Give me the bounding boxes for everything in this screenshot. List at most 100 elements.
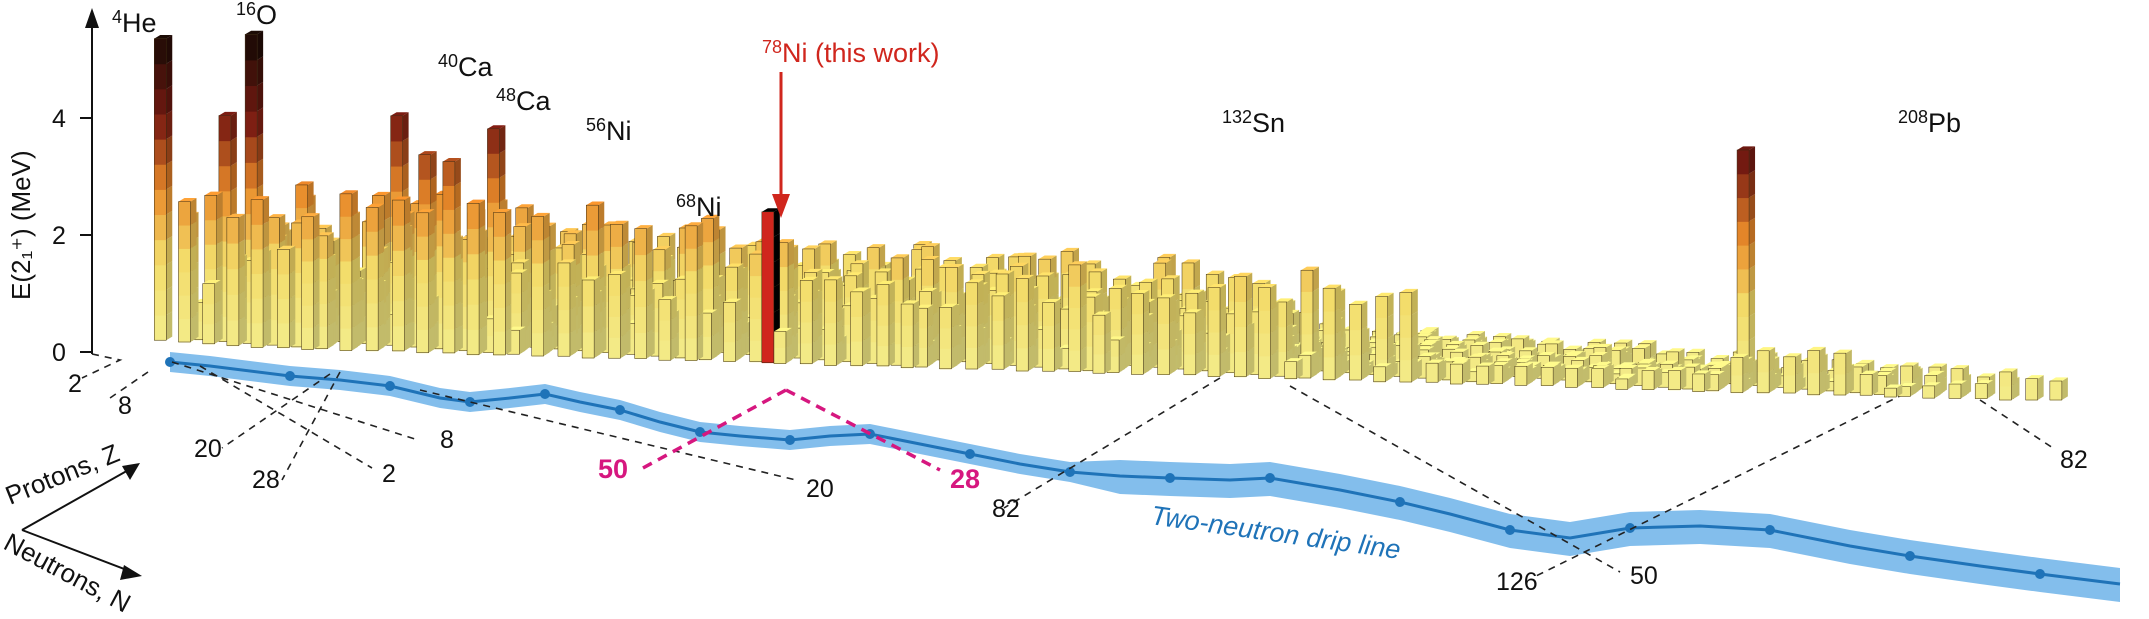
bar-top [1704, 361, 1723, 366]
bar-top [1850, 363, 1869, 367]
bar-top [1975, 380, 1994, 384]
bar-face [1951, 368, 1963, 384]
bar-outline [1641, 370, 1655, 390]
bar-face [1258, 287, 1271, 311]
bar-outline [1450, 363, 1463, 385]
bar-top [945, 263, 964, 268]
bar-side [1195, 309, 1202, 334]
bar-side [1749, 241, 1756, 269]
bar-side [1151, 278, 1158, 304]
bar [1373, 363, 1392, 383]
bar-side [1749, 193, 1756, 222]
bar-top [1131, 290, 1150, 294]
bar-top [1036, 272, 1055, 276]
bar [1565, 364, 1584, 388]
bar-side [1169, 319, 1176, 349]
bar-top [1928, 363, 1947, 368]
bar-face [965, 325, 978, 348]
bar-face [1109, 288, 1122, 310]
bar-side [1361, 325, 1368, 355]
bar [1692, 370, 1711, 392]
bar-side [1246, 348, 1253, 377]
bar-side [1143, 290, 1150, 314]
bar-top [1089, 268, 1108, 272]
bar-face [1349, 329, 1362, 356]
bar-top [818, 240, 837, 244]
bar-top [1880, 364, 1899, 368]
bar-outline [1591, 368, 1604, 388]
bar-face [1183, 333, 1196, 355]
bar-top [1924, 371, 1943, 376]
bar-side [1650, 340, 1657, 358]
bar-face [1737, 268, 1750, 294]
bar-side [1627, 375, 1634, 390]
magic-guide [1531, 387, 1917, 579]
bar [1514, 362, 1533, 386]
bar-side [1411, 356, 1418, 382]
bar-top [1513, 358, 1532, 363]
bar-top [1680, 356, 1699, 360]
bar-side [1121, 305, 1128, 330]
bar-side [1718, 370, 1725, 391]
bar-top [1615, 375, 1634, 379]
bar-face [1825, 381, 1838, 392]
bar [1131, 290, 1150, 375]
bar [1948, 380, 1967, 399]
bar-top [1258, 283, 1277, 288]
bar-side [1912, 362, 1919, 381]
bar-face [1185, 293, 1198, 314]
bar-side [1577, 364, 1584, 388]
bar-top [1183, 309, 1202, 313]
bar-top [802, 245, 821, 249]
drip-point [615, 405, 625, 415]
bar-side [951, 324, 958, 349]
bar-top [1284, 358, 1303, 362]
bar-top [1686, 348, 1705, 353]
bar-outline [1783, 356, 1796, 394]
bar-side [977, 300, 984, 326]
bar-outline [1284, 361, 1297, 379]
bar-side [1312, 309, 1319, 334]
bar-face [939, 348, 952, 370]
bar-top [1496, 352, 1515, 356]
bar-outline [1131, 293, 1144, 375]
bar-top [1807, 346, 1826, 351]
drip-point [1905, 551, 1915, 561]
drip-point [1165, 473, 1175, 483]
bar-face [1092, 353, 1105, 374]
bar-side [1054, 299, 1061, 326]
bar [1884, 384, 1903, 398]
bar-top [1708, 364, 1727, 369]
bar-top [1636, 360, 1655, 365]
bar-side [1335, 353, 1342, 380]
bar-side [1704, 370, 1711, 392]
bar-face [1258, 310, 1271, 334]
bar-top [1185, 289, 1204, 294]
bar-face [1399, 337, 1412, 361]
bar-top [1426, 359, 1445, 364]
bar-outline [1373, 366, 1386, 383]
bar-face [1183, 354, 1196, 376]
bar [1736, 146, 1756, 389]
bar-side [1603, 365, 1610, 388]
bar-side [909, 276, 916, 301]
bar [1157, 294, 1176, 375]
bar [991, 292, 1010, 370]
bar-side [951, 344, 958, 369]
bar-outline [1322, 287, 1336, 381]
bar-top [1450, 348, 1469, 353]
bar-side [2037, 375, 2044, 400]
bar-top [1571, 356, 1590, 361]
bar-side [1246, 322, 1253, 352]
bar-top [867, 244, 886, 248]
bar-side [1054, 321, 1061, 349]
bar-face [802, 248, 815, 276]
bar-top [1113, 275, 1132, 280]
bar-top [1692, 370, 1711, 374]
bar-outline [2049, 380, 2063, 401]
bar-top [1833, 349, 1852, 354]
bar-face [1157, 297, 1170, 324]
bar-face [1157, 323, 1170, 350]
bar-top [1488, 348, 1507, 353]
bar-top [1660, 360, 1679, 365]
